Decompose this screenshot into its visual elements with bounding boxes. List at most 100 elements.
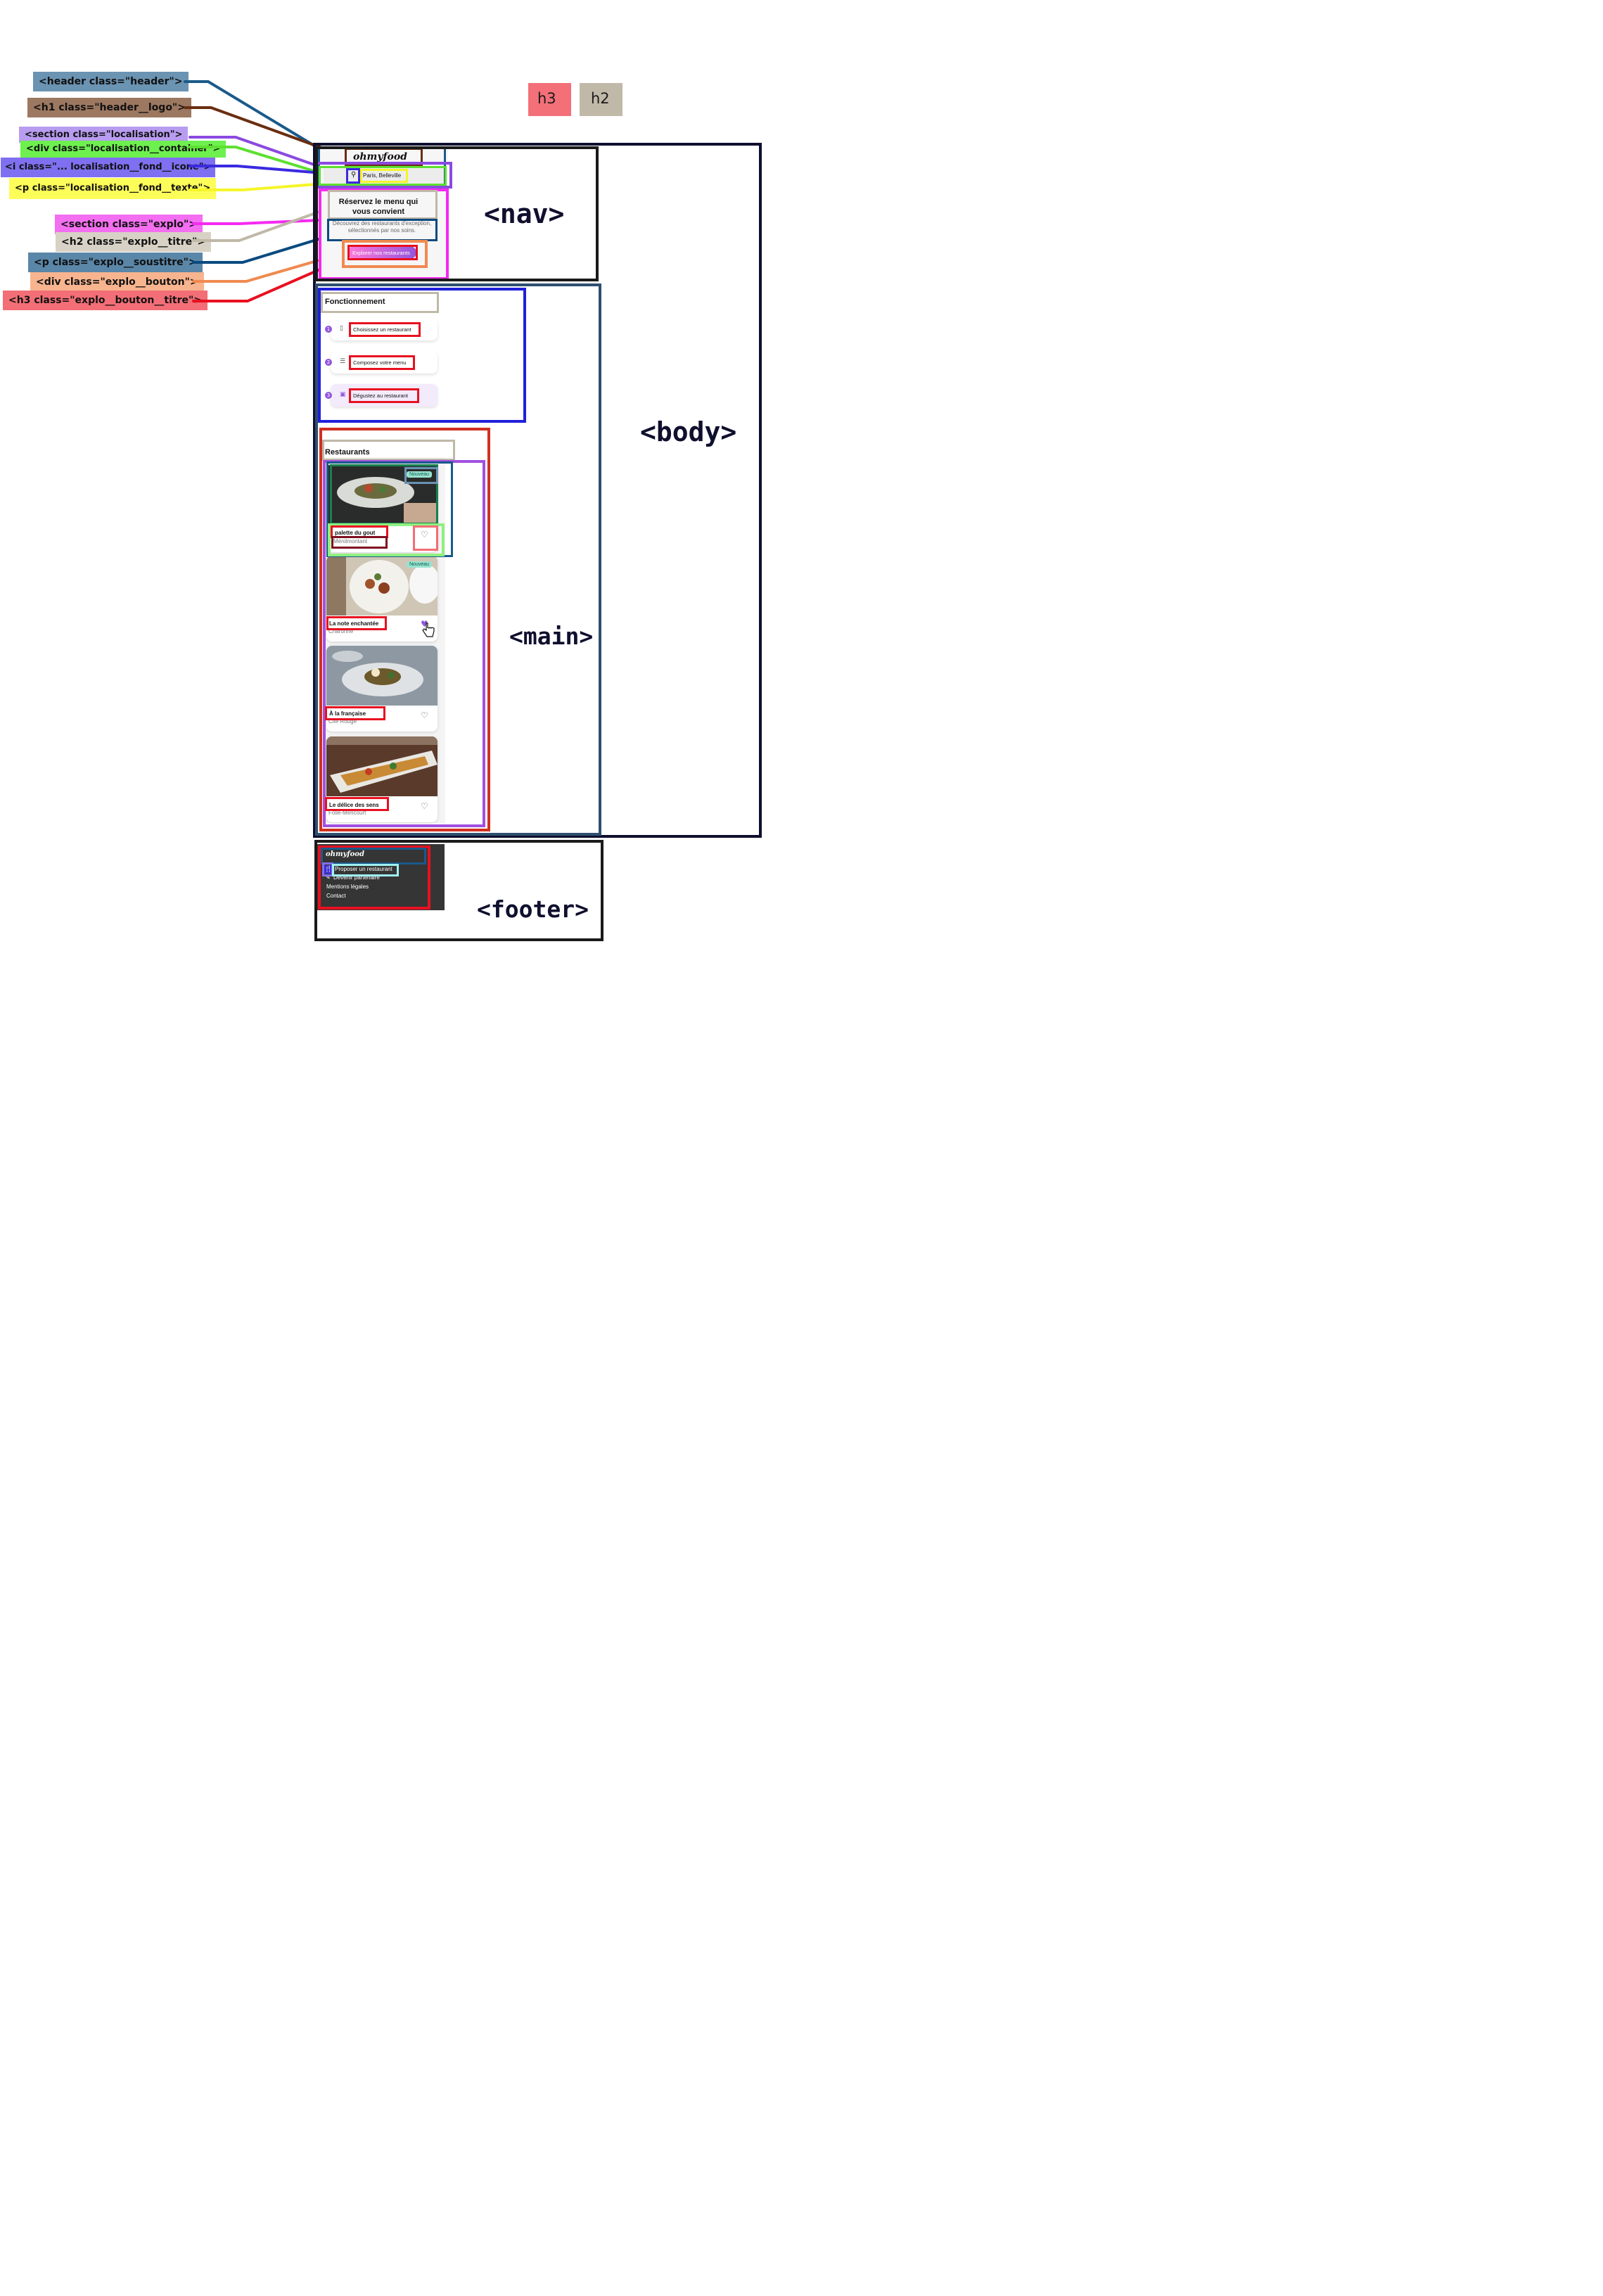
restaurant-area-3: Cité Rouge bbox=[328, 718, 357, 725]
restaurant-area-2: Charonne bbox=[328, 628, 354, 634]
tag-loc-text: <p class="localisation__fond__texte"> bbox=[9, 178, 217, 199]
box-card-1-info bbox=[328, 523, 445, 556]
tag-header: <header class="header"> bbox=[33, 72, 189, 91]
step-label-3: Dégustez au restaurant bbox=[353, 393, 408, 399]
frame-footer bbox=[314, 840, 603, 941]
tag-logo: <h1 class="header__logo"> bbox=[27, 98, 191, 117]
restaurant-badge-1: Nouveau bbox=[407, 471, 433, 478]
restaurant-photo-4 bbox=[326, 736, 438, 796]
restaurant-name-4: Le délice des sens bbox=[329, 802, 379, 808]
step-num-1: 1 bbox=[325, 326, 332, 333]
restaurants-title: Restaurants bbox=[325, 448, 370, 457]
box-card-4-name bbox=[325, 797, 389, 811]
box-restaurants-section bbox=[319, 428, 490, 831]
legend-h2-label: h2 bbox=[591, 90, 610, 107]
step-label-1: Choisissez un restaurant bbox=[353, 326, 411, 333]
tag-loc-icon: <i class="... localisation__fond__icone"… bbox=[1, 158, 216, 177]
footer-link-3[interactable]: Mentions légales bbox=[326, 884, 369, 890]
heart-icon[interactable]: ♡ bbox=[421, 530, 428, 540]
frame-nav bbox=[315, 146, 599, 281]
label-nav: <nav> bbox=[484, 198, 565, 229]
restaurant-badge-2: Nouveau bbox=[407, 561, 433, 568]
legend-h2 bbox=[580, 83, 622, 116]
location-pin-icon: ⚲ bbox=[351, 171, 357, 179]
label-footer: <footer> bbox=[477, 895, 589, 923]
hero-title: Réservez le menu qui vous convient bbox=[338, 198, 419, 216]
heart-icon[interactable]: ♥ bbox=[421, 619, 428, 629]
heart-icon[interactable]: ♡ bbox=[421, 801, 428, 811]
label-body: <body> bbox=[640, 416, 737, 447]
box-footer-link-1 bbox=[332, 864, 399, 876]
hero-subtitle: Découvrez des restaurants d'exception, s… bbox=[332, 220, 432, 234]
step-num-2: 2 bbox=[325, 359, 332, 366]
header-logo: ohmyfood bbox=[353, 151, 407, 162]
box-explo-bouton bbox=[342, 240, 428, 268]
footer-link-2[interactable]: Devenir partenaire bbox=[333, 874, 380, 881]
label-main: <main> bbox=[509, 623, 594, 650]
heart-icon[interactable]: ♡ bbox=[421, 710, 428, 720]
box-loc-icon bbox=[346, 168, 360, 184]
box-explo-titre bbox=[328, 190, 438, 219]
box-loc-text bbox=[360, 169, 408, 183]
legend-h3-label: h3 bbox=[537, 90, 556, 107]
connector-localisation bbox=[189, 136, 319, 167]
footer-link-1[interactable]: Proposer un restaurant bbox=[335, 866, 392, 872]
restaurant-card-2[interactable]: Nouveau La note enchantée Charonne ♥ bbox=[326, 556, 438, 642]
tag-explo-bouton-titre: <h3 class="explo__bouton__titre"> bbox=[3, 291, 208, 310]
box-explo-bouton-titre bbox=[347, 245, 418, 260]
box-step-3-title bbox=[349, 388, 419, 403]
store-icon: ▣ bbox=[340, 391, 346, 398]
step-num-3: 3 bbox=[325, 392, 332, 399]
connector-header bbox=[184, 80, 321, 151]
restaurant-area-1: Ménilmontant bbox=[333, 538, 368, 544]
box-footer-logo bbox=[321, 848, 426, 865]
box-card-1-heart bbox=[413, 525, 438, 551]
how-title: Fonctionnement bbox=[325, 298, 385, 306]
location-text: Paris, Belleville bbox=[363, 172, 402, 179]
list-icon: ☰ bbox=[340, 358, 346, 365]
tag-localisation: <section class="localisation"> bbox=[19, 127, 189, 143]
box-card-3-name bbox=[325, 706, 385, 720]
connector-explo-bouton bbox=[192, 252, 345, 283]
restaurant-card-4[interactable]: Le délice des sens Folie-Méricourt ♡ bbox=[326, 736, 438, 822]
hero-button[interactable] bbox=[347, 246, 416, 259]
box-card-2-name bbox=[326, 616, 387, 630]
tag-explo-titre: <h2 class="explo__titre"> bbox=[56, 232, 212, 252]
restaurant-card-3[interactable]: À la française Cité Rouge ♡ bbox=[326, 646, 438, 732]
tag-explo-soustitre: <p class="explo__soustitre"> bbox=[28, 253, 203, 272]
tag-loc-container: <div class="localisation__container"> bbox=[20, 141, 226, 158]
box-step-2-title bbox=[349, 355, 415, 370]
connector-lines bbox=[184, 80, 362, 302]
box-how-title bbox=[321, 292, 439, 313]
hero-button-label: Explorer nos restaurants bbox=[352, 250, 410, 256]
connector-logo bbox=[184, 106, 346, 158]
tag-explo: <section class="explo"> bbox=[55, 215, 203, 234]
footer-logo: ohmyfood bbox=[326, 850, 364, 858]
box-fonctionnement bbox=[318, 288, 526, 423]
box-restaurants-title bbox=[322, 440, 455, 461]
restaurant-photo-3 bbox=[326, 646, 438, 706]
connector-explo bbox=[192, 219, 321, 225]
connector-explo-titre bbox=[192, 207, 331, 242]
footer-link-4[interactable]: Contact bbox=[326, 893, 346, 899]
box-card-1-area bbox=[331, 536, 388, 549]
restaurant-name-2: La note enchantée bbox=[329, 620, 379, 627]
phone-icon: ▯ bbox=[340, 325, 343, 332]
frame-body bbox=[313, 143, 762, 838]
leaf-icon: ✎ bbox=[326, 874, 331, 881]
box-footer-links bbox=[318, 846, 430, 910]
connector-loc-icon bbox=[189, 165, 349, 177]
connector-loc-container bbox=[189, 146, 322, 174]
connector-explo-soustitre bbox=[192, 235, 329, 264]
box-card-1-badge bbox=[404, 467, 438, 484]
box-loc-container bbox=[319, 166, 447, 186]
frame-main bbox=[315, 283, 601, 836]
legend-h3 bbox=[528, 83, 571, 116]
box-step-1-title bbox=[349, 322, 421, 337]
restaurant-icon: 🍴 bbox=[324, 865, 333, 874]
restaurant-name-3: À la française bbox=[329, 710, 366, 717]
cursor-icon bbox=[422, 623, 435, 637]
restaurant-area-4: Folie-Méricourt bbox=[328, 810, 366, 816]
step-label-2: Composez votre menu bbox=[353, 359, 407, 366]
tag-explo-bouton: <div class="explo__bouton"> bbox=[30, 272, 204, 292]
